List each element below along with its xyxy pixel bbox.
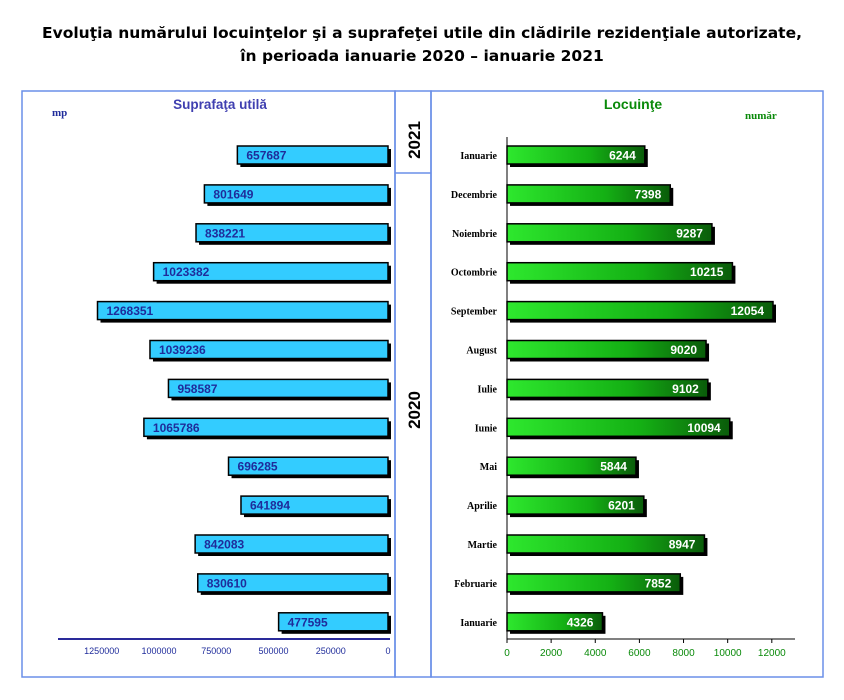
left-bar xyxy=(195,223,389,243)
left-bar-value-label: 1065786 xyxy=(153,421,200,435)
right-bar-value-label: 5844 xyxy=(600,460,627,474)
left-x-tick-label: 250000 xyxy=(316,646,346,656)
left-bar xyxy=(152,261,389,282)
right-x-tick-label: 2000 xyxy=(540,648,563,659)
left-bar xyxy=(240,495,389,515)
right-bar xyxy=(506,223,713,243)
chart-title: Evoluţia numărului locuinţelor şi a supr… xyxy=(0,22,844,68)
right-bar xyxy=(506,300,774,321)
right-category-label: Martie xyxy=(468,540,498,551)
right-chart-title: Locuinţe xyxy=(604,96,663,112)
left-bar xyxy=(203,184,389,204)
title-line-1: Evoluţia numărului locuinţelor şi a supr… xyxy=(42,24,802,42)
left-bar xyxy=(194,534,389,554)
right-bar xyxy=(506,612,604,632)
right-panel-border xyxy=(430,90,824,678)
right-x-tick-label: 12000 xyxy=(758,648,786,659)
right-bar-value-label: 7852 xyxy=(645,576,672,590)
right-bar-value-label: 9020 xyxy=(670,343,697,357)
year-2020-label: 2020 xyxy=(405,391,424,429)
left-bar xyxy=(197,573,389,593)
left-unit-label: mp xyxy=(52,107,67,119)
right-category-label: Ianuarie xyxy=(460,618,497,629)
right-bar-value-label: 6201 xyxy=(608,499,635,513)
left-bar-value-label: 657687 xyxy=(246,149,286,163)
left-chart-title: Suprafaţa utilă xyxy=(173,97,267,112)
right-bar xyxy=(506,456,637,476)
right-bar xyxy=(506,417,731,438)
left-x-tick-label: 1000000 xyxy=(141,646,176,656)
left-bar-value-label: 1039236 xyxy=(159,343,206,357)
right-bar-value-label: 10215 xyxy=(690,265,724,279)
right-bar-value-label: 7398 xyxy=(635,187,662,201)
right-unit-label: număr xyxy=(745,110,777,122)
left-bar-value-label: 830610 xyxy=(207,576,247,590)
right-category-label: Februarie xyxy=(454,579,497,590)
right-bar-value-label: 4326 xyxy=(567,615,594,629)
right-bar xyxy=(506,261,734,282)
left-bar xyxy=(149,339,389,360)
right-bar xyxy=(506,378,709,399)
left-bar-value-label: 1268351 xyxy=(107,304,154,318)
right-category-label: Decembrie xyxy=(451,190,498,201)
right-bar xyxy=(506,145,646,165)
year-panel-border xyxy=(394,90,432,678)
left-bar-value-label: 801649 xyxy=(213,187,253,201)
right-bar-value-label: 12054 xyxy=(731,304,765,318)
left-bar xyxy=(236,145,389,165)
right-category-label: Noiembrie xyxy=(452,229,498,240)
left-bar-value-label: 838221 xyxy=(205,226,245,240)
right-x-tick-label: 0 xyxy=(504,648,510,659)
left-bar xyxy=(227,456,389,476)
right-bar-value-label: 8947 xyxy=(669,538,696,552)
left-bar xyxy=(96,300,389,321)
left-bar xyxy=(167,378,389,399)
right-category-label: Aprilie xyxy=(467,501,498,512)
right-category-label: Ianuarie xyxy=(460,151,497,162)
right-category-label: August xyxy=(466,346,497,357)
right-x-tick-label: 6000 xyxy=(628,648,651,659)
left-bar xyxy=(277,612,389,632)
left-bar xyxy=(143,417,389,438)
right-bar xyxy=(506,573,682,593)
right-category-label: Iunie xyxy=(475,423,498,434)
left-x-tick-label: 500000 xyxy=(258,646,288,656)
right-category-label: Mai xyxy=(480,462,497,473)
right-bar xyxy=(506,534,706,554)
right-x-tick-label: 8000 xyxy=(672,648,695,659)
right-bar-value-label: 6244 xyxy=(609,149,636,163)
left-bar-value-label: 842083 xyxy=(204,538,244,552)
right-bar-value-label: 9287 xyxy=(676,226,703,240)
right-bar-value-label: 9102 xyxy=(672,382,699,396)
right-category-label: Iulie xyxy=(478,384,498,395)
left-x-tick-label: 750000 xyxy=(201,646,231,656)
right-bar xyxy=(506,339,707,360)
right-x-tick-label: 10000 xyxy=(714,648,742,659)
left-bar-value-label: 1023382 xyxy=(163,265,210,279)
right-category-label: Octombrie xyxy=(451,268,498,279)
right-category-label: September xyxy=(451,307,498,318)
left-bar-value-label: 641894 xyxy=(250,499,290,513)
title-line-2: în perioada ianuarie 2020 – ianuarie 202… xyxy=(240,47,604,65)
left-x-tick-label: 0 xyxy=(385,646,390,656)
left-bar-value-label: 477595 xyxy=(288,615,328,629)
left-x-tick-label: 1250000 xyxy=(84,646,119,656)
right-bar xyxy=(506,495,645,515)
right-bar xyxy=(506,184,672,204)
year-2021-label: 2021 xyxy=(405,121,424,159)
right-bar-value-label: 10094 xyxy=(687,421,721,435)
right-x-tick-label: 4000 xyxy=(584,648,607,659)
left-bar-value-label: 958587 xyxy=(177,382,217,396)
left-bar-value-label: 696285 xyxy=(238,460,278,474)
